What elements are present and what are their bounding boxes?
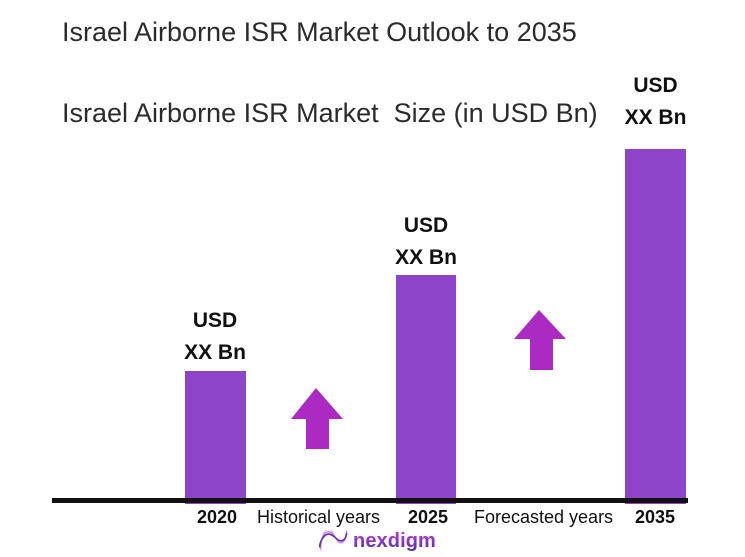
svg-text:nexdigm: nexdigm (353, 530, 436, 552)
